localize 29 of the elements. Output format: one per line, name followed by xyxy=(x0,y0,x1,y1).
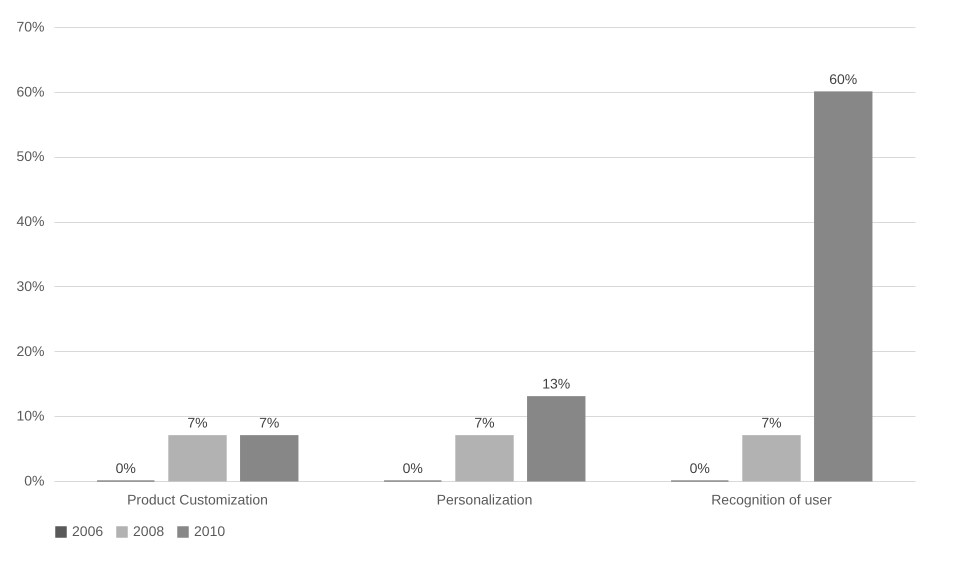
data-label: 0% xyxy=(116,460,136,476)
y-tick-label: 60% xyxy=(16,83,44,100)
data-label: 7% xyxy=(761,414,782,431)
x-tick-label: Personalization xyxy=(436,492,532,508)
bar xyxy=(168,435,227,482)
legend-label: 2006 xyxy=(72,523,104,539)
y-tick-label: 30% xyxy=(16,278,44,294)
y-tick-label: 10% xyxy=(16,408,44,424)
x-tick-label: Recognition of user xyxy=(711,492,832,508)
data-label: 7% xyxy=(259,414,280,431)
bar xyxy=(742,435,801,482)
bar xyxy=(527,396,586,482)
data-label: 0% xyxy=(402,460,423,476)
x-tick-label: Product Customization xyxy=(127,492,268,508)
bar xyxy=(240,435,298,482)
data-label: 60% xyxy=(829,70,858,87)
legend-label: 2008 xyxy=(133,523,164,539)
data-label: 0% xyxy=(690,460,710,476)
y-tick-label: 20% xyxy=(16,342,44,359)
bar xyxy=(814,91,872,482)
data-label: 13% xyxy=(542,376,570,392)
data-label: 7% xyxy=(187,414,208,431)
y-tick-label: 70% xyxy=(16,18,44,34)
legend-label: 2010 xyxy=(194,523,226,539)
y-tick-label: 40% xyxy=(16,213,44,230)
y-tick-label: 0% xyxy=(24,472,44,488)
bar xyxy=(455,435,514,482)
data-label: 7% xyxy=(474,414,495,431)
y-tick-label: 50% xyxy=(16,148,44,164)
